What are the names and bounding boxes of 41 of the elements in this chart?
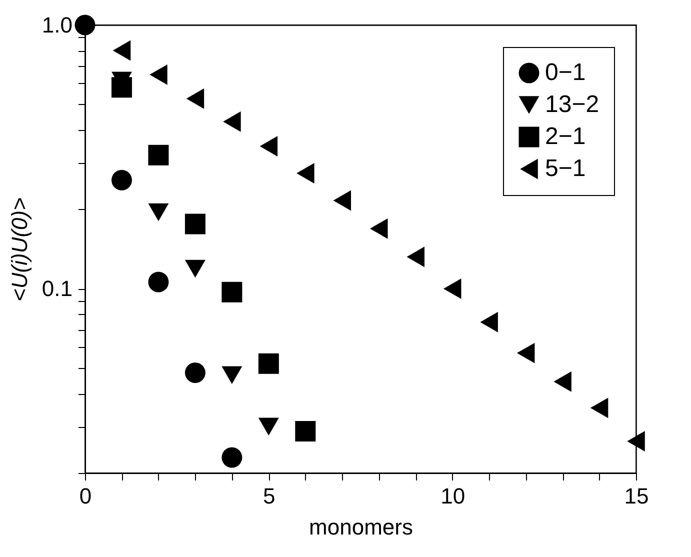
y-tick-label: 1.0 xyxy=(42,12,72,38)
point xyxy=(516,342,535,364)
point xyxy=(370,218,388,239)
point xyxy=(443,278,462,299)
x-tick-label: 15 xyxy=(624,484,649,508)
point xyxy=(333,190,352,211)
point xyxy=(148,272,169,292)
legend-label: 13−2 xyxy=(545,91,600,118)
point xyxy=(406,246,424,268)
x-tick-label: 0 xyxy=(79,484,92,508)
legend-label: 2−1 xyxy=(545,123,586,150)
point xyxy=(480,312,498,332)
point xyxy=(223,111,241,132)
point xyxy=(74,14,96,36)
y-axis-title: <U(i)U(0)> xyxy=(6,197,32,302)
legend-label: 5−1 xyxy=(545,155,586,182)
point xyxy=(295,420,316,442)
point xyxy=(627,430,645,452)
point xyxy=(590,398,608,418)
point xyxy=(112,40,131,61)
x-tick-label: 10 xyxy=(440,484,466,508)
point xyxy=(222,366,242,384)
point xyxy=(186,88,204,109)
point xyxy=(184,260,206,278)
legend-label: 0−1 xyxy=(545,59,586,86)
point xyxy=(184,362,206,383)
point xyxy=(258,418,279,436)
point xyxy=(222,282,242,302)
point xyxy=(258,353,279,374)
point xyxy=(554,371,572,392)
point xyxy=(148,203,169,222)
x-axis-title: monomers xyxy=(309,514,413,540)
point xyxy=(111,170,132,190)
point xyxy=(222,447,242,468)
y-tick-label: 0.1 xyxy=(42,276,72,302)
point xyxy=(260,136,278,156)
x-tick-label: 5 xyxy=(263,484,276,508)
point xyxy=(148,144,169,166)
point xyxy=(296,163,314,184)
point xyxy=(184,214,206,234)
point xyxy=(150,64,168,85)
